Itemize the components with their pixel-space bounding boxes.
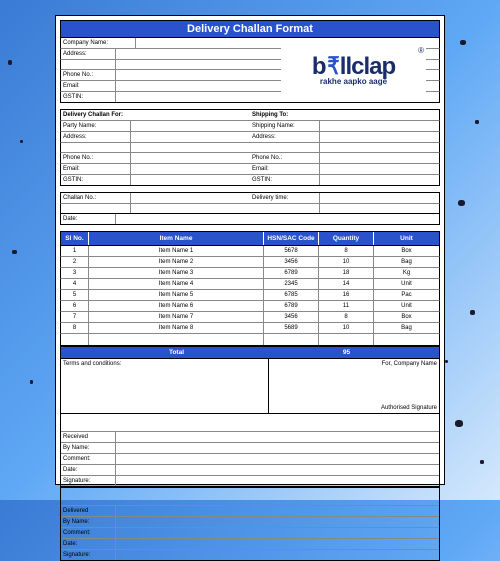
table-row: 1Item Name 156788Box bbox=[60, 246, 440, 257]
company-name-label: Company Name: bbox=[61, 38, 136, 48]
phone-label: Phone No.: bbox=[61, 70, 116, 80]
table-row: 3Item Name 3678918Kg bbox=[60, 268, 440, 279]
delivered-section: Delivered By Name: Comment: Date: Signat… bbox=[60, 488, 440, 561]
table-row: 7Item Name 734568Box bbox=[60, 312, 440, 323]
email-label: Email: bbox=[61, 81, 116, 91]
for-company-label: For, Company Name bbox=[271, 361, 437, 367]
address-label: Address: bbox=[61, 49, 116, 59]
challan-document: Delivery Challan Format Company Name: Ad… bbox=[55, 15, 445, 485]
table-row: 6Item Name 6678911Unit bbox=[60, 301, 440, 312]
challan-no-label: Challan No.: bbox=[61, 193, 131, 203]
brand-logo: ® b₹llclap rakhe aapko aage bbox=[281, 44, 426, 96]
items-table-header: Sl No. Item Name HSN/SAC Code Quantity U… bbox=[60, 231, 440, 246]
table-row: 4Item Name 4234514Unit bbox=[60, 279, 440, 290]
table-row: 8Item Name 8568910Bag bbox=[60, 323, 440, 334]
document-title: Delivery Challan Format bbox=[60, 20, 440, 38]
shipping-to-label: Shipping To: bbox=[250, 110, 439, 120]
terms-section: Terms and conditions: For, Company Name … bbox=[60, 359, 440, 414]
delivery-time-label: Delivery time: bbox=[250, 193, 320, 203]
total-row: Total 95 bbox=[60, 346, 440, 359]
gstin-label: GSTIN: bbox=[61, 92, 116, 102]
table-row: 5Item Name 5678516Pac bbox=[60, 290, 440, 301]
delivery-for-label: Delivery Challan For: bbox=[61, 110, 250, 120]
total-quantity: 95 bbox=[319, 347, 374, 358]
table-row: 2Item Name 2345610Bag bbox=[60, 257, 440, 268]
date-label: Date: bbox=[61, 214, 116, 224]
rupee-icon: ₹ bbox=[327, 55, 338, 79]
authorised-signature-label: Authorised Signature bbox=[271, 405, 437, 411]
received-section: Received By Name: Comment: Date: Signatu… bbox=[60, 414, 440, 488]
items-table-body: 1Item Name 156788Box2Item Name 2345610Ba… bbox=[60, 246, 440, 334]
